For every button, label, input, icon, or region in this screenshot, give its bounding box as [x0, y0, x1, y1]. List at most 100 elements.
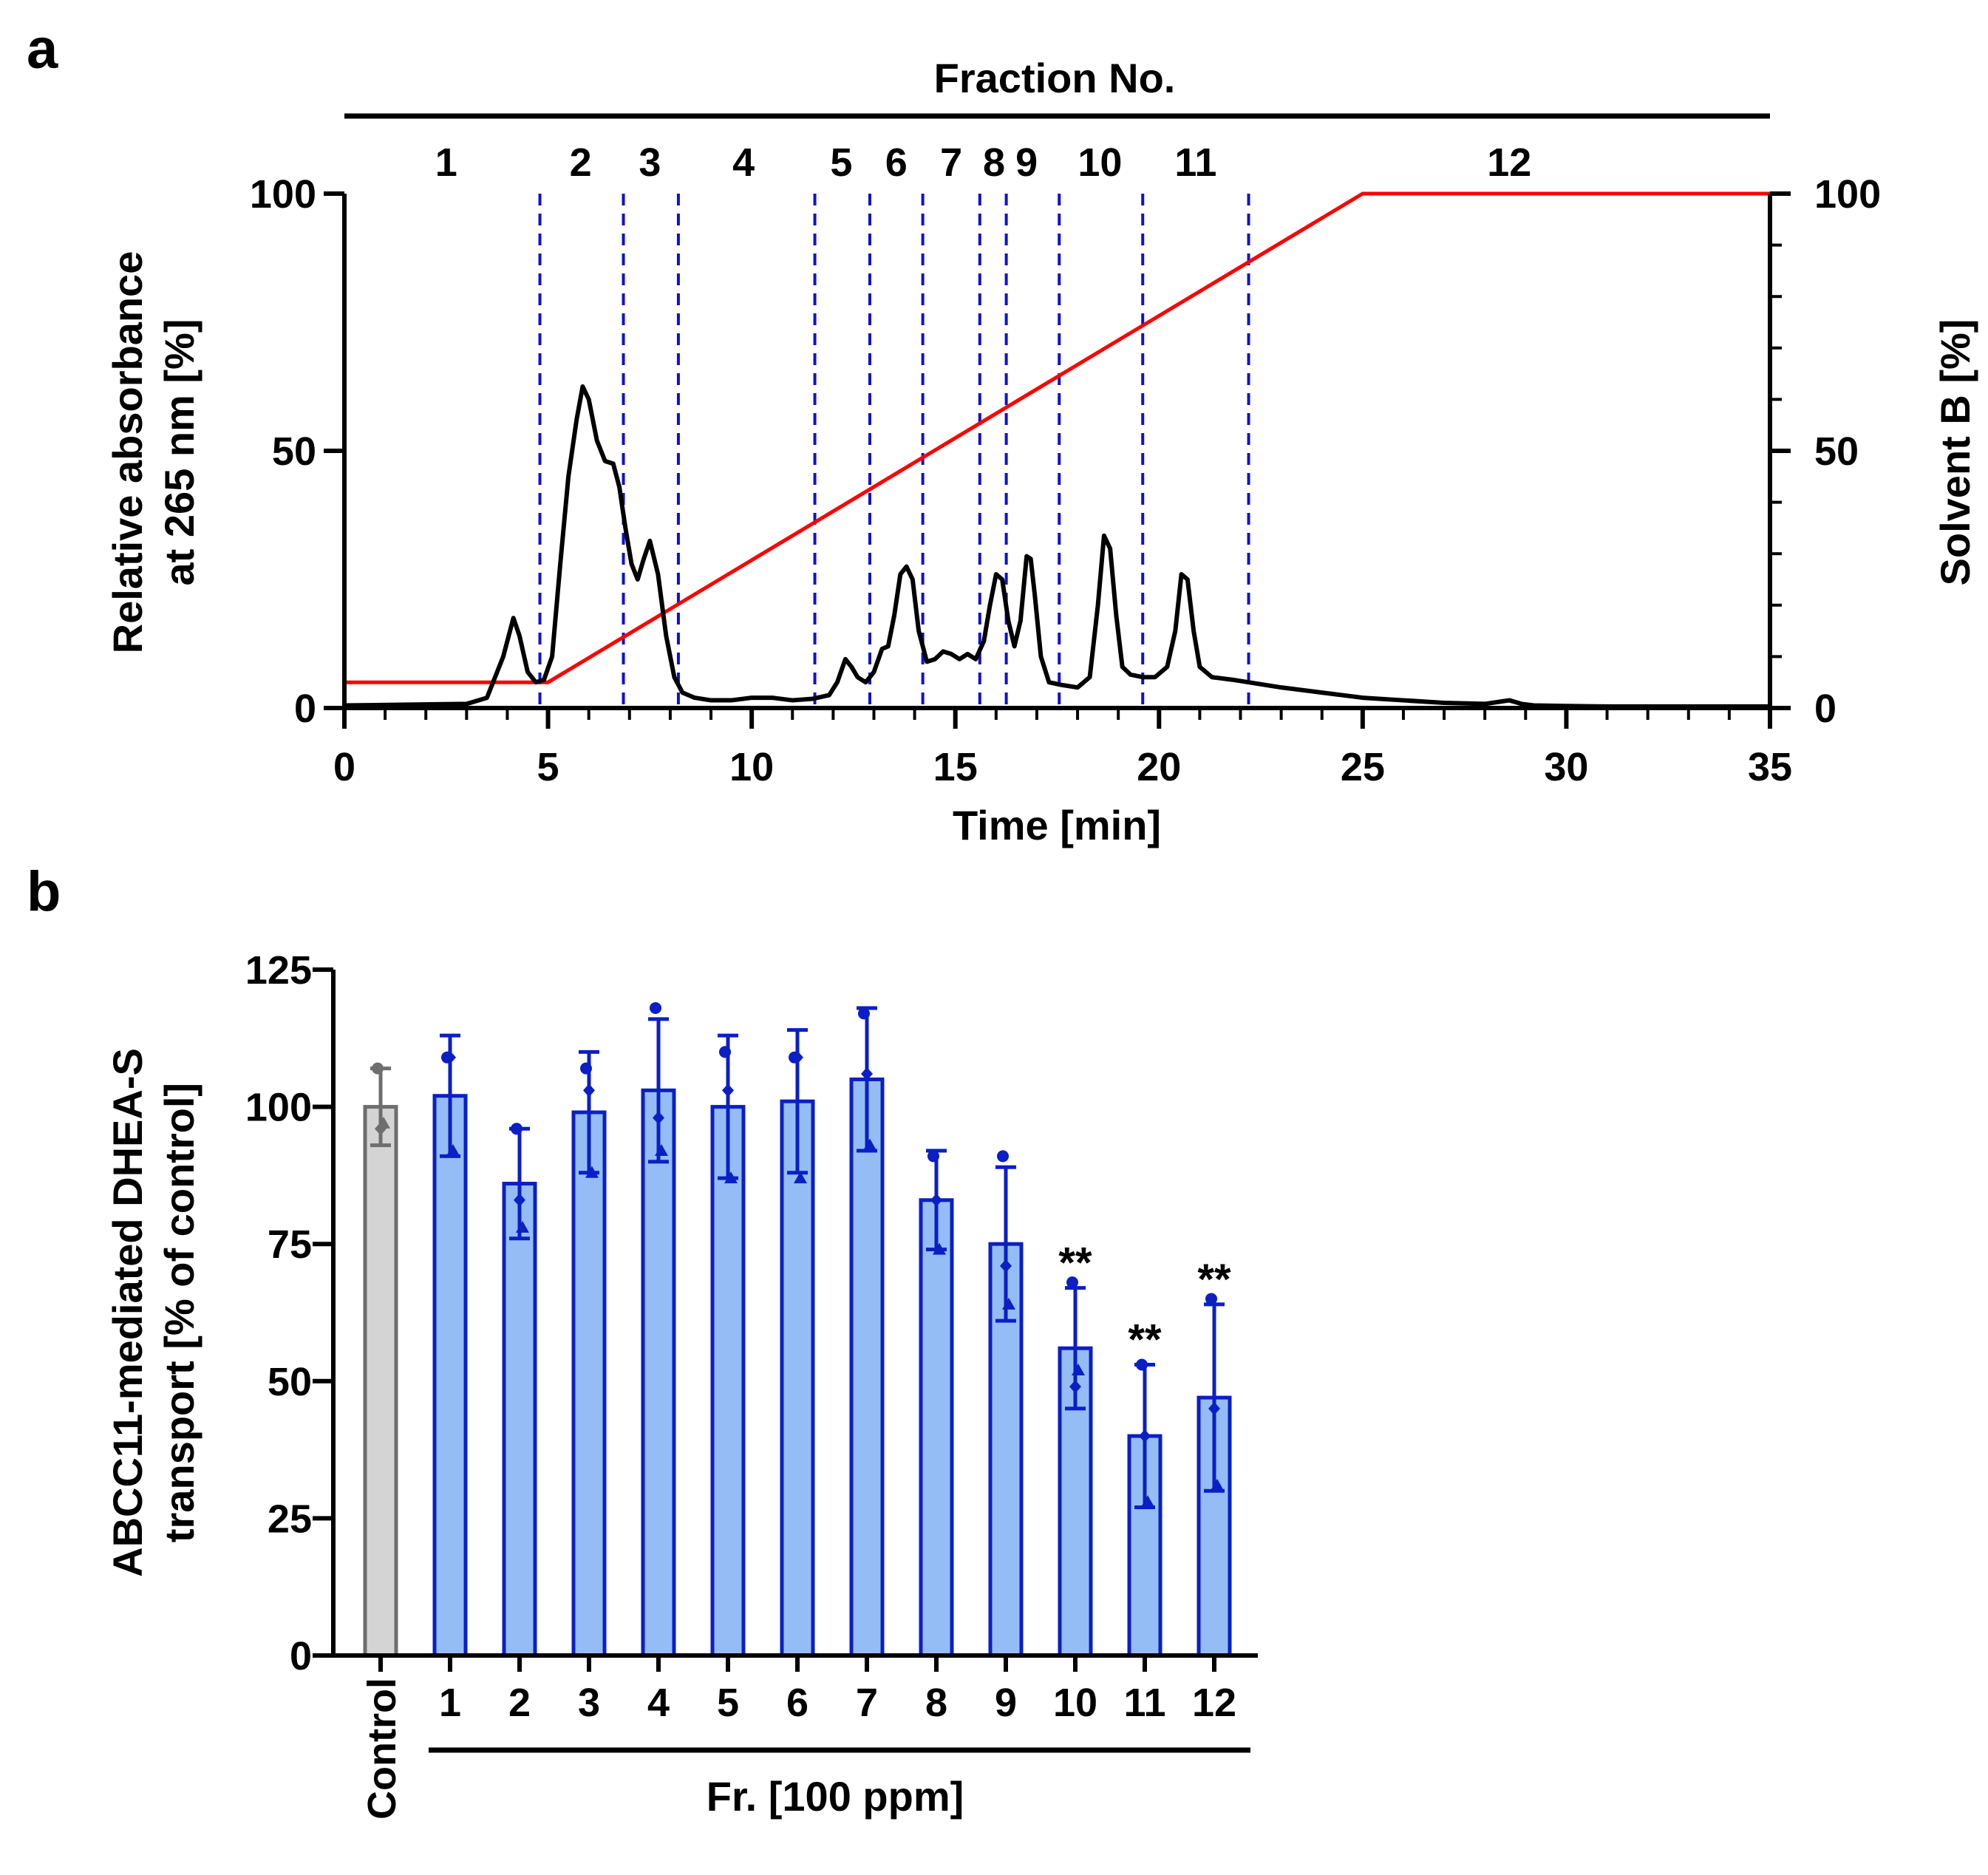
data-point [1141, 1495, 1154, 1508]
x-tick-label: 4 [647, 1681, 670, 1725]
chart-a: Fraction No. 1 2 3 4 5 6 7 8 9 10 11 12 0 5 10 15 20 25 3… [104, 55, 1978, 848]
data-point [1002, 1297, 1015, 1310]
y2-tick-label: 0 [1814, 687, 1836, 731]
data-point [863, 1138, 876, 1151]
y-tick-label: 75 [268, 1222, 312, 1267]
chart-b-y-label-line2: transport [% of control] [156, 1083, 202, 1542]
y-tick-label: 0 [290, 1634, 312, 1678]
x-tick-label: 11 [1123, 1681, 1165, 1725]
data-point [580, 1062, 592, 1075]
significance-label: ** [1197, 1256, 1231, 1304]
panel-b-label: b [27, 860, 61, 923]
y-tick-label: 100 [245, 1086, 312, 1130]
bar [502, 1182, 537, 1658]
data-point [794, 1171, 807, 1184]
x-tick-label: 6 [786, 1681, 809, 1725]
x-tick-label: 10 [729, 745, 774, 789]
data-point [655, 1143, 668, 1156]
x-tick-label: 3 [578, 1681, 600, 1725]
data-point [1208, 1401, 1220, 1415]
x-tick-label: 2 [508, 1681, 531, 1725]
y-tick-label: 50 [268, 1360, 312, 1404]
data-point [446, 1143, 460, 1156]
chart-a-y-label-line2: at 265 nm [%] [156, 319, 202, 586]
chart-a-x-label: Time [min] [953, 802, 1161, 848]
data-point [1069, 1380, 1081, 1394]
chart-b-y-label-line1: ABCC11-mediated DHEA-S [104, 1048, 151, 1577]
data-point [650, 1001, 661, 1014]
fraction-label: 9 [1015, 140, 1038, 185]
bar [849, 1077, 885, 1658]
bar [363, 1105, 398, 1658]
y-tick-label: 0 [294, 687, 316, 731]
x-tick-label: 12 [1192, 1681, 1236, 1725]
bar [919, 1198, 954, 1658]
data-point [372, 1062, 384, 1075]
significance-label: ** [1128, 1316, 1162, 1364]
data-point [1000, 1259, 1012, 1273]
x-tick-label: 15 [933, 745, 978, 789]
chart-a-y2-label: Solvent B [%] [1932, 319, 1978, 586]
data-point [997, 1150, 1009, 1163]
data-point [1139, 1429, 1151, 1443]
fraction-label: 2 [570, 140, 592, 185]
bar [710, 1105, 746, 1658]
significance-label: ** [1058, 1239, 1092, 1287]
data-point [444, 1050, 456, 1064]
absorbance-line [344, 384, 1770, 709]
chart-b-x-label: Fr. [100 ppm] [707, 1773, 964, 1820]
data-point [792, 1050, 803, 1064]
fraction-label: 8 [983, 140, 1005, 185]
chart-a-y-label-line1: Relative absorbance [104, 251, 151, 654]
data-point [927, 1150, 939, 1163]
data-point [511, 1123, 522, 1135]
data-point [1072, 1363, 1085, 1375]
solvent-b-line [344, 191, 1770, 684]
panel-a-label: a [27, 18, 58, 81]
data-point [375, 1122, 387, 1136]
fraction-label: 10 [1078, 140, 1122, 185]
data-point [1066, 1276, 1078, 1289]
y-tick-label: 125 [245, 948, 312, 993]
fraction-label: 3 [639, 140, 661, 185]
chart-b: ****** Control 1 2 3 4 5 6 7 8 9 10 11 1202550751001… [104, 948, 1258, 1820]
data-point [930, 1193, 942, 1207]
data-point [719, 1046, 731, 1058]
data-point [516, 1220, 529, 1233]
fraction-label: 12 [1487, 140, 1531, 185]
fraction-label: 7 [940, 140, 962, 185]
x-tick-label: 8 [925, 1681, 947, 1725]
y-tick-label: 25 [268, 1497, 312, 1541]
fraction-label: 6 [885, 140, 908, 185]
y2-tick-label: 50 [1814, 429, 1859, 474]
x-tick-label: 10 [1053, 1681, 1097, 1725]
data-point [1136, 1358, 1148, 1371]
x-tick-label: 7 [856, 1681, 878, 1725]
fraction-label: 1 [435, 140, 457, 185]
fraction-label: 11 [1174, 140, 1216, 185]
x-tick-label: 5 [537, 745, 559, 789]
x-tick-label: 35 [1748, 745, 1792, 789]
fraction-label: 5 [830, 140, 852, 185]
data-point [724, 1171, 738, 1184]
chart-a-top-label: Fraction No. [934, 55, 1176, 101]
y-tick-label: 100 [250, 172, 316, 217]
data-point [583, 1083, 595, 1098]
y-tick-label: 50 [272, 429, 316, 474]
x-tick-label: 20 [1137, 745, 1181, 789]
x-tick-label: Control [360, 1678, 404, 1820]
data-point [585, 1166, 599, 1178]
y2-tick-label: 100 [1814, 172, 1881, 217]
data-point [1211, 1478, 1224, 1491]
data-point [858, 1007, 870, 1020]
data-point [861, 1067, 873, 1081]
bar [432, 1094, 468, 1658]
x-tick-label: 9 [995, 1681, 1017, 1725]
x-tick-label: 25 [1341, 745, 1385, 789]
x-tick-label: 1 [439, 1681, 461, 1725]
x-tick-label: 30 [1544, 745, 1588, 789]
data-point [933, 1242, 946, 1255]
x-tick-label: 5 [717, 1681, 739, 1725]
bar [780, 1099, 815, 1658]
